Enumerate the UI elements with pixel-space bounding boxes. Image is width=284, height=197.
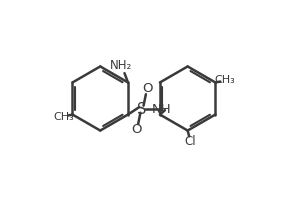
- Text: Cl: Cl: [185, 135, 196, 148]
- Text: NH₂: NH₂: [110, 59, 132, 72]
- Text: CH₃: CH₃: [53, 112, 74, 123]
- Text: S: S: [137, 102, 147, 117]
- Text: CH₃: CH₃: [215, 74, 235, 85]
- Text: O: O: [131, 124, 141, 137]
- Text: NH: NH: [152, 103, 171, 116]
- Text: O: O: [143, 82, 153, 95]
